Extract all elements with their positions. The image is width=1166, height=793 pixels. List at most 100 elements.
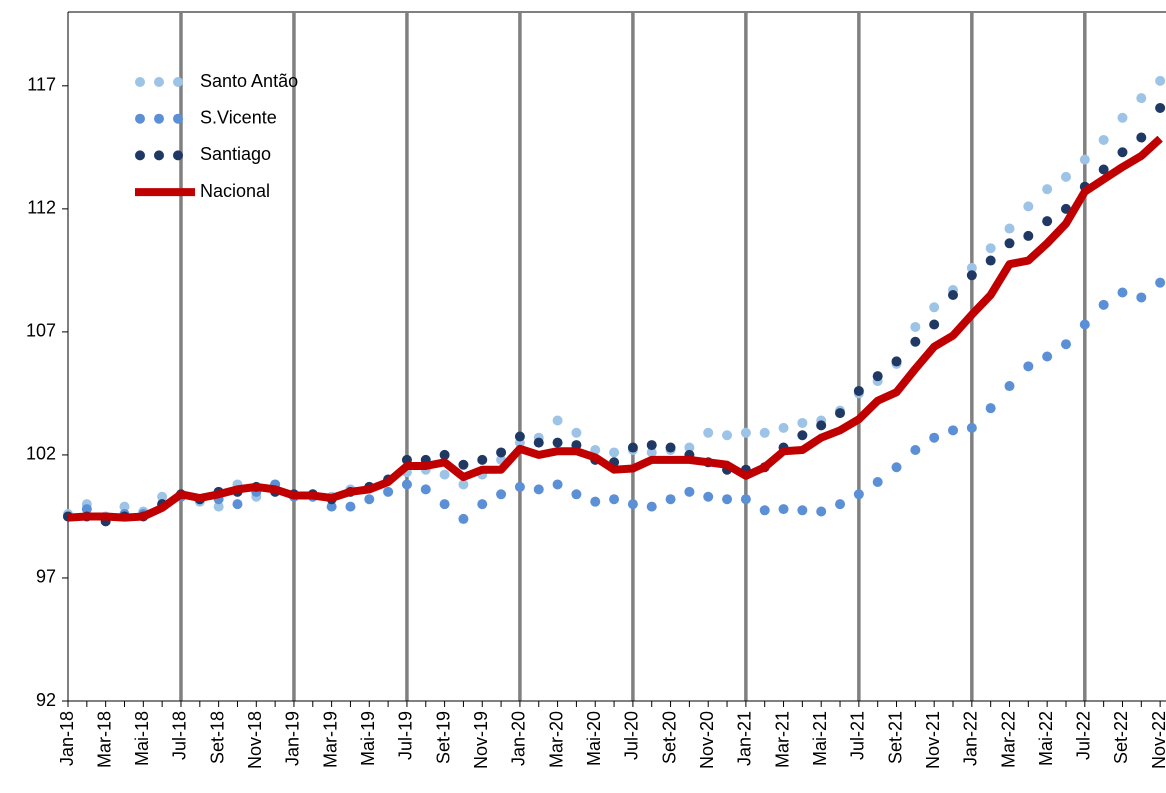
data-point	[985, 243, 996, 254]
data-point	[853, 489, 864, 500]
x-tick-label: Jul-21	[848, 711, 868, 760]
data-point	[797, 430, 808, 441]
data-point	[496, 447, 507, 458]
data-point	[929, 319, 940, 330]
data-point	[948, 425, 959, 436]
legend-marker	[173, 77, 183, 87]
data-point	[797, 505, 808, 516]
data-point	[119, 501, 130, 512]
data-point	[910, 445, 921, 456]
data-point	[722, 494, 733, 505]
data-point	[1023, 361, 1034, 372]
x-tick-label: Jul-19	[396, 711, 416, 760]
data-point	[1079, 154, 1090, 165]
data-point	[835, 408, 846, 419]
x-tick-label: Set-22	[1111, 711, 1131, 764]
x-tick-label: Mar-20	[546, 711, 566, 768]
x-tick-label: Jul-22	[1074, 711, 1094, 760]
y-tick-label: 107	[26, 321, 56, 341]
data-point	[740, 427, 751, 438]
legend-marker	[173, 113, 183, 124]
x-tick-label: Set-21	[885, 711, 905, 764]
data-point	[910, 336, 921, 347]
data-point	[646, 501, 657, 512]
data-point	[1098, 299, 1109, 310]
data-point	[1042, 216, 1053, 227]
y-tick-label: 97	[36, 567, 56, 587]
x-tick-label: Jan-18	[57, 711, 77, 766]
y-tick-label: 102	[26, 444, 56, 464]
x-tick-label: Nov-21	[923, 711, 943, 769]
data-point	[514, 481, 525, 492]
data-point	[684, 442, 695, 453]
data-point	[1098, 164, 1109, 175]
data-point	[778, 504, 789, 515]
x-tick-label: Mar-22	[998, 711, 1018, 768]
x-tick-label: Mai-19	[358, 711, 378, 766]
data-point	[759, 427, 770, 438]
data-point	[1136, 93, 1147, 104]
data-point	[364, 494, 375, 505]
data-point	[552, 437, 563, 448]
data-point	[627, 442, 638, 453]
data-point	[835, 499, 846, 510]
x-tick-label: Jan-19	[283, 711, 303, 766]
data-point	[703, 427, 714, 438]
data-point	[966, 422, 977, 433]
data-point	[966, 262, 977, 273]
x-tick-label: Mai-18	[132, 711, 152, 766]
data-point	[458, 513, 469, 524]
data-point	[552, 479, 563, 490]
data-point	[81, 504, 92, 515]
data-point	[1155, 277, 1166, 288]
data-line	[67, 135, 1163, 522]
data-point	[439, 469, 450, 480]
data-point	[1060, 171, 1071, 182]
data-point	[1004, 223, 1015, 234]
legend-marker	[135, 77, 145, 87]
data-point	[891, 356, 902, 367]
data-point	[891, 462, 902, 473]
x-tick-label: Jul-18	[170, 711, 190, 760]
data-point	[665, 494, 676, 505]
x-tick-label: Mai-21	[810, 711, 830, 766]
data-point	[816, 420, 827, 431]
data-point	[929, 302, 940, 313]
data-point	[590, 496, 601, 507]
data-point	[496, 489, 507, 500]
data-point	[1136, 292, 1147, 303]
data-point	[627, 499, 638, 510]
data-point	[552, 415, 563, 426]
x-tick-label: Set-20	[659, 711, 679, 764]
data-point	[401, 479, 412, 490]
data-point	[1004, 381, 1015, 392]
data-point	[514, 431, 525, 442]
data-point	[929, 432, 940, 443]
data-point	[872, 371, 883, 382]
data-point	[1042, 184, 1053, 195]
data-point	[1117, 147, 1128, 158]
legend-label: Nacional	[200, 181, 270, 201]
x-tick-label: Set-18	[207, 711, 227, 764]
y-tick-label: 112	[27, 198, 56, 218]
data-point	[1060, 203, 1071, 214]
data-point	[1079, 319, 1090, 330]
data-point	[985, 255, 996, 266]
legend-marker	[154, 150, 164, 161]
data-point	[383, 486, 394, 497]
legend-marker	[135, 113, 145, 124]
data-point	[157, 491, 168, 502]
data-point	[948, 289, 959, 300]
data-point	[1155, 102, 1166, 113]
data-point	[571, 427, 582, 438]
data-point	[816, 506, 827, 517]
x-tick-label: Jan-22	[961, 711, 981, 766]
data-point	[872, 476, 883, 487]
data-point	[1098, 134, 1109, 145]
data-point	[439, 499, 450, 510]
data-point	[439, 449, 450, 460]
data-point	[740, 494, 751, 505]
x-tick-label: Mar-18	[94, 711, 114, 768]
